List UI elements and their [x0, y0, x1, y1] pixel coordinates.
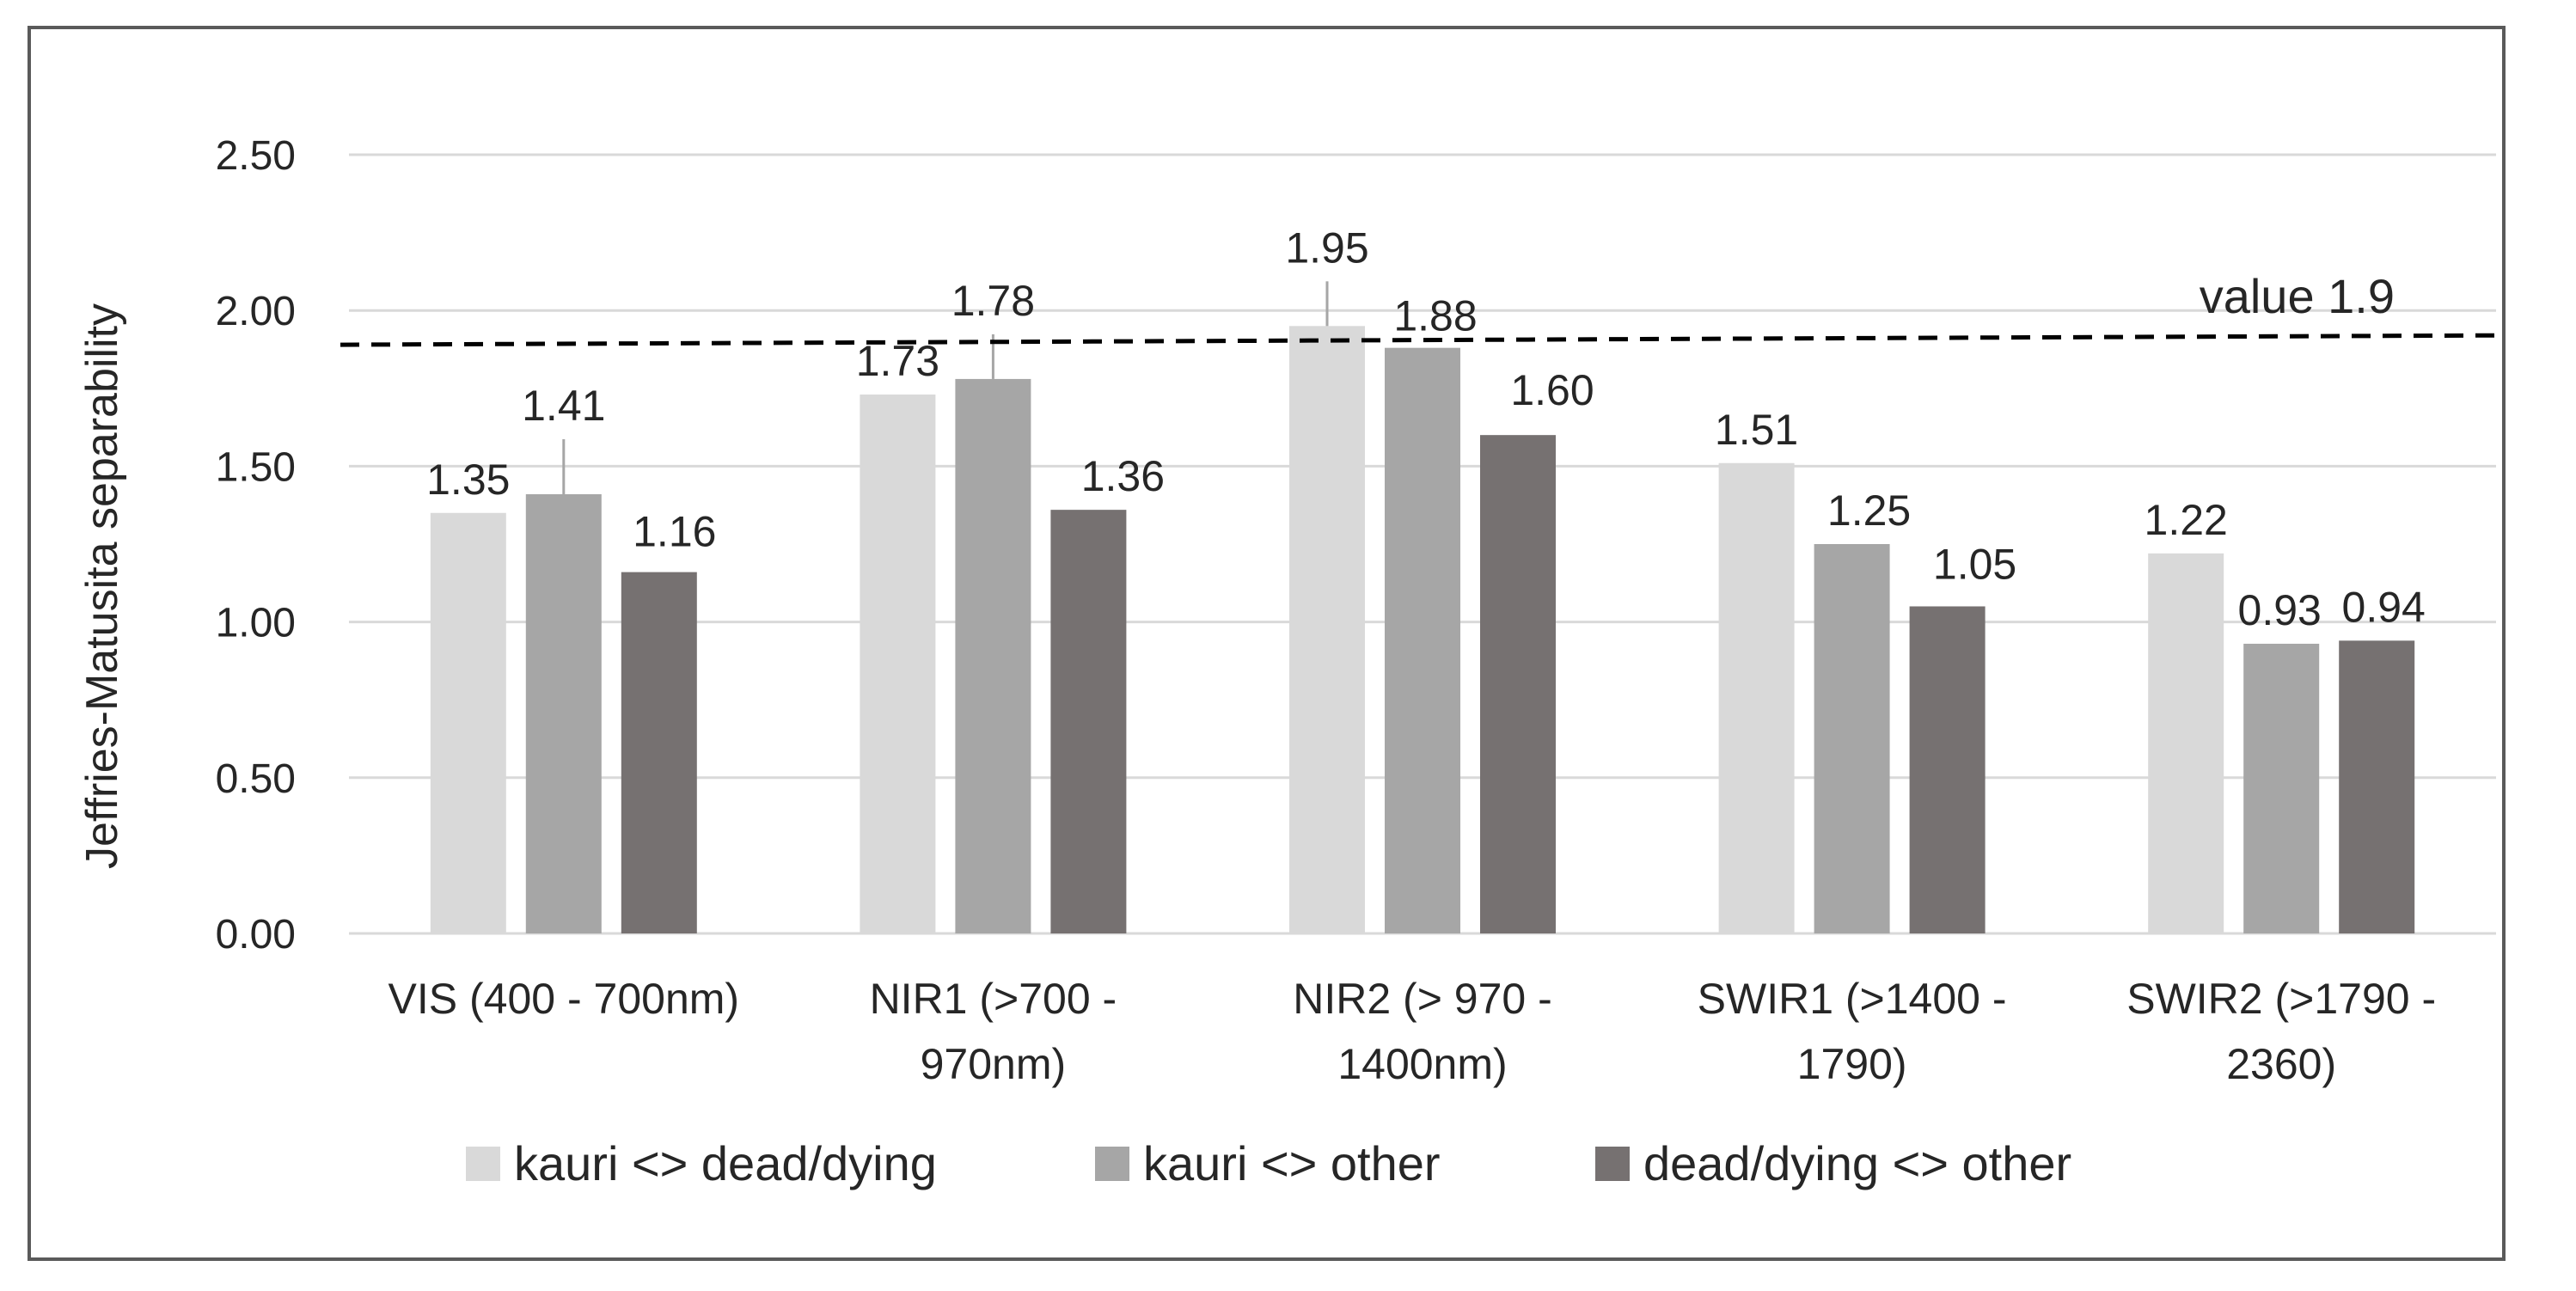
x-category-label: 1400nm)	[1337, 1040, 1507, 1088]
legend-label: kauri <> dead/dying	[514, 1136, 937, 1190]
bar	[1480, 435, 1556, 933]
label-leader-lines	[562, 281, 1329, 495]
y-tick-label: 1.50	[216, 444, 296, 490]
x-axis-categories: VIS (400 - 700nm) NIR1 (>700 - 970nm) NIR2 …	[389, 975, 2437, 1088]
data-label: 1.95	[1285, 223, 1368, 272]
bar	[1289, 326, 1365, 933]
legend-label: dead/dying <> other	[1643, 1136, 2071, 1190]
data-label: 0.94	[2342, 583, 2426, 631]
legend-swatch	[1095, 1147, 1129, 1181]
reference-line	[340, 333, 2497, 347]
data-label: 1.35	[426, 456, 510, 504]
bar	[955, 378, 1031, 934]
legend-label: kauri <> other	[1143, 1136, 1441, 1190]
bar	[2243, 643, 2320, 933]
data-label: 1.73	[856, 337, 939, 385]
legend-swatch	[466, 1147, 500, 1181]
x-category-label: 2360)	[2226, 1040, 2336, 1088]
bar-chart: 0.00 0.50 1.00 1.50 2.00 2.50 Jeffries-Matusi…	[77, 133, 2497, 1190]
legend-swatch	[1595, 1147, 1630, 1181]
data-label: 1.16	[633, 508, 716, 556]
bar	[2339, 640, 2415, 933]
bar	[1385, 347, 1460, 933]
x-category-label: 1790)	[1797, 1040, 1907, 1088]
x-category-label: NIR1 (>700 -	[870, 975, 1117, 1023]
y-axis-ticks: 0.00 0.50 1.00 1.50 2.00 2.50	[216, 133, 296, 958]
chart-frame: 0.00 0.50 1.00 1.50 2.00 2.50 Jeffries-Matusi…	[28, 26, 2506, 1261]
data-label: 1.05	[1933, 540, 2016, 588]
x-category-label: 970nm)	[921, 1040, 1067, 1088]
bar	[1718, 462, 1795, 933]
data-label: 1.60	[1510, 366, 1594, 414]
bar	[860, 395, 936, 934]
bars	[430, 326, 2415, 934]
x-category-label: VIS (400 - 700nm)	[389, 975, 740, 1023]
data-label: 1.36	[1081, 452, 1165, 500]
y-axis-label: Jeffries-Matusita separability	[77, 303, 127, 869]
data-label: 1.22	[2145, 496, 2228, 544]
data-label: 1.78	[951, 277, 1035, 325]
x-category-label: SWIR2 (>1790 -	[2126, 975, 2436, 1023]
data-label: 1.41	[522, 382, 605, 430]
legend: kauri <> dead/dying kauri <> other dead/dy…	[466, 1136, 2071, 1190]
bar	[1909, 606, 1986, 933]
data-label: 1.51	[1715, 406, 1798, 454]
x-category-label: SWIR1 (>1400 -	[1698, 975, 2007, 1023]
bar	[2148, 553, 2224, 933]
bar	[525, 494, 602, 933]
data-label: 0.93	[2238, 586, 2322, 634]
x-category-label: NIR2 (> 970 -	[1293, 975, 1552, 1023]
bar	[1050, 510, 1127, 933]
bar	[621, 572, 697, 933]
data-labels: 1.35 1.73 1.95 1.51 1.22 1.41 1.78 1.88 1.25 0.93…	[426, 223, 2426, 634]
bar	[1814, 544, 1890, 933]
y-tick-label: 2.00	[216, 289, 296, 334]
bar	[430, 512, 506, 933]
y-tick-label: 1.00	[216, 601, 296, 646]
y-tick-label: 2.50	[216, 133, 296, 179]
reference-line-label: value 1.9	[2200, 269, 2395, 323]
y-tick-label: 0.00	[216, 912, 296, 958]
y-tick-label: 0.50	[216, 756, 296, 802]
data-label: 1.25	[1827, 486, 1911, 535]
data-label: 1.88	[1393, 292, 1477, 340]
